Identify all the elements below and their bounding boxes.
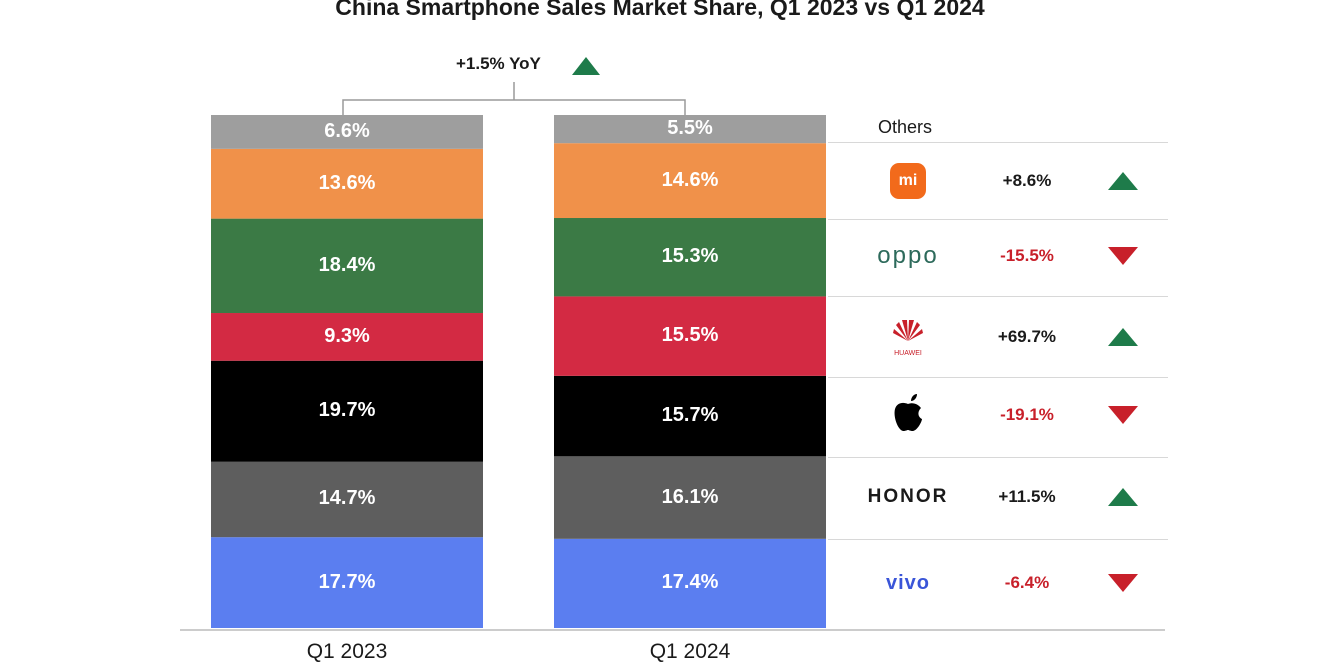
bar-segment-1-4 [211, 313, 483, 361]
bar-segment-1-2 [211, 461, 483, 538]
legend-change-value: +11.5% [998, 487, 1056, 506]
legend-brand-4 [860, 393, 956, 438]
bar-value-label: 14.7% [318, 487, 376, 510]
bar-segment-1-3 [211, 360, 483, 462]
legend-brand-5: HONOR [860, 486, 956, 508]
bar-segment-2-1 [554, 538, 826, 628]
oppo-logo-icon: oppo [877, 242, 939, 269]
bar-segment-2-5 [554, 218, 826, 297]
bar-segment-1-1 [211, 537, 483, 628]
up-triangle-icon [1108, 328, 1138, 346]
yoy-bracket [342, 82, 686, 115]
x-category-label: Q1 2024 [649, 640, 731, 663]
legend-divider [828, 377, 1168, 378]
bar-value-label: 16.1% [661, 485, 719, 508]
bar-segment-2-6 [554, 143, 826, 219]
legend-brand-6: vivo [860, 572, 956, 595]
legend-brand-2: oppo [860, 243, 956, 269]
bar-segment-1-6 [211, 148, 483, 219]
legend-divider [828, 219, 1168, 220]
xiaomi-logo-icon: mi [890, 163, 926, 199]
bar-value-label: 14.6% [661, 168, 719, 191]
up-triangle-icon [1108, 488, 1138, 506]
down-triangle-icon [1108, 574, 1138, 592]
bar-value-label: 15.3% [661, 245, 719, 268]
bar-segment-2-4 [554, 296, 826, 376]
legend-divider [828, 539, 1168, 540]
legend-change-value: +69.7% [997, 327, 1057, 346]
vivo-logo-icon: vivo [885, 571, 931, 594]
legend-change-value: -15.5% [1000, 246, 1054, 265]
yoy-up-triangle-icon [572, 57, 600, 75]
legend-divider [828, 142, 1168, 143]
bar-value-label: 19.7% [318, 399, 376, 422]
x-category-label: Q1 2023 [306, 640, 388, 663]
honor-logo-icon: HONOR [867, 486, 949, 507]
huawei-logo-icon: HUAWEI [860, 317, 956, 358]
others-legend-label: Others [878, 117, 933, 137]
legend-divider [828, 457, 1168, 458]
bar-value-label: 13.6% [318, 171, 376, 194]
bar-value-label: 15.7% [661, 404, 719, 427]
bar-segment-1-7 [211, 115, 483, 149]
bar-value-label: 17.4% [661, 571, 719, 594]
chart-title: China Smartphone Sales Market Share, Q1 … [335, 0, 985, 20]
legend-brand-1: mi [860, 163, 956, 199]
yoy-label: +1.5% YoY [456, 54, 541, 73]
bar-segment-2-2 [554, 456, 826, 539]
bar-segment-1-5 [211, 218, 483, 314]
bar-value-label: 18.4% [318, 253, 376, 276]
bar-value-label: 5.5% [667, 117, 713, 140]
up-triangle-icon [1108, 172, 1138, 190]
down-triangle-icon [1108, 247, 1138, 265]
legend-brand-3: HUAWEI [860, 317, 956, 358]
bar-segment-2-3 [554, 375, 826, 457]
legend-change-value: +8.6% [1002, 171, 1052, 190]
legend-change-value: -19.1% [1000, 405, 1054, 424]
bar-value-label: 6.6% [324, 119, 370, 142]
apple-logo-icon [860, 393, 956, 438]
legend-change-value: -6.4% [1004, 573, 1050, 592]
down-triangle-icon [1108, 406, 1138, 424]
bar-segment-2-7 [554, 115, 826, 144]
legend-divider [828, 296, 1168, 297]
bar-value-label: 17.7% [318, 570, 376, 593]
bar-value-label: 9.3% [324, 324, 370, 347]
bar-value-label: 15.5% [661, 324, 719, 347]
